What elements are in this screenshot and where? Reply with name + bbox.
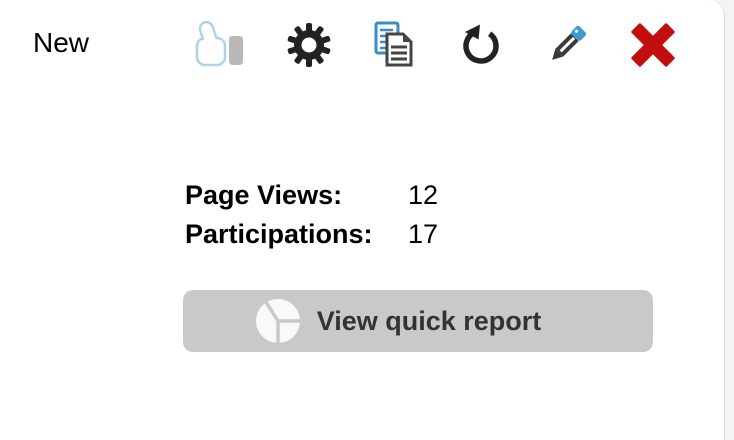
thumbs-up-icon <box>185 21 247 69</box>
stats-block: Page Views: 12 Participations: 17 <box>185 176 438 254</box>
delete-x-icon <box>629 21 677 69</box>
status-label: New <box>33 27 90 58</box>
participations-value: 17 <box>408 219 439 249</box>
page-views-label: Page Views: <box>185 180 343 210</box>
reset-arrow-icon <box>457 21 505 69</box>
settings-button[interactable] <box>285 21 333 69</box>
delete-button[interactable] <box>629 21 677 69</box>
like-button[interactable] <box>185 21 247 69</box>
stat-row-page-views: Page Views: 12 <box>185 176 438 215</box>
reset-button[interactable] <box>457 21 505 69</box>
view-quick-report-button[interactable]: View quick report <box>183 290 653 352</box>
toolbar <box>185 21 677 69</box>
pie-chart-icon <box>255 298 301 344</box>
page-views-value: 12 <box>408 180 439 210</box>
quick-report-label: View quick report <box>316 305 542 336</box>
copy-document-icon <box>371 21 419 69</box>
edit-button[interactable] <box>543 21 591 69</box>
participations-label: Participations: <box>185 219 373 249</box>
pencil-icon <box>543 21 591 69</box>
stat-row-participations: Participations: 17 <box>185 215 438 254</box>
copy-button[interactable] <box>371 21 419 69</box>
gear-icon <box>285 21 333 69</box>
